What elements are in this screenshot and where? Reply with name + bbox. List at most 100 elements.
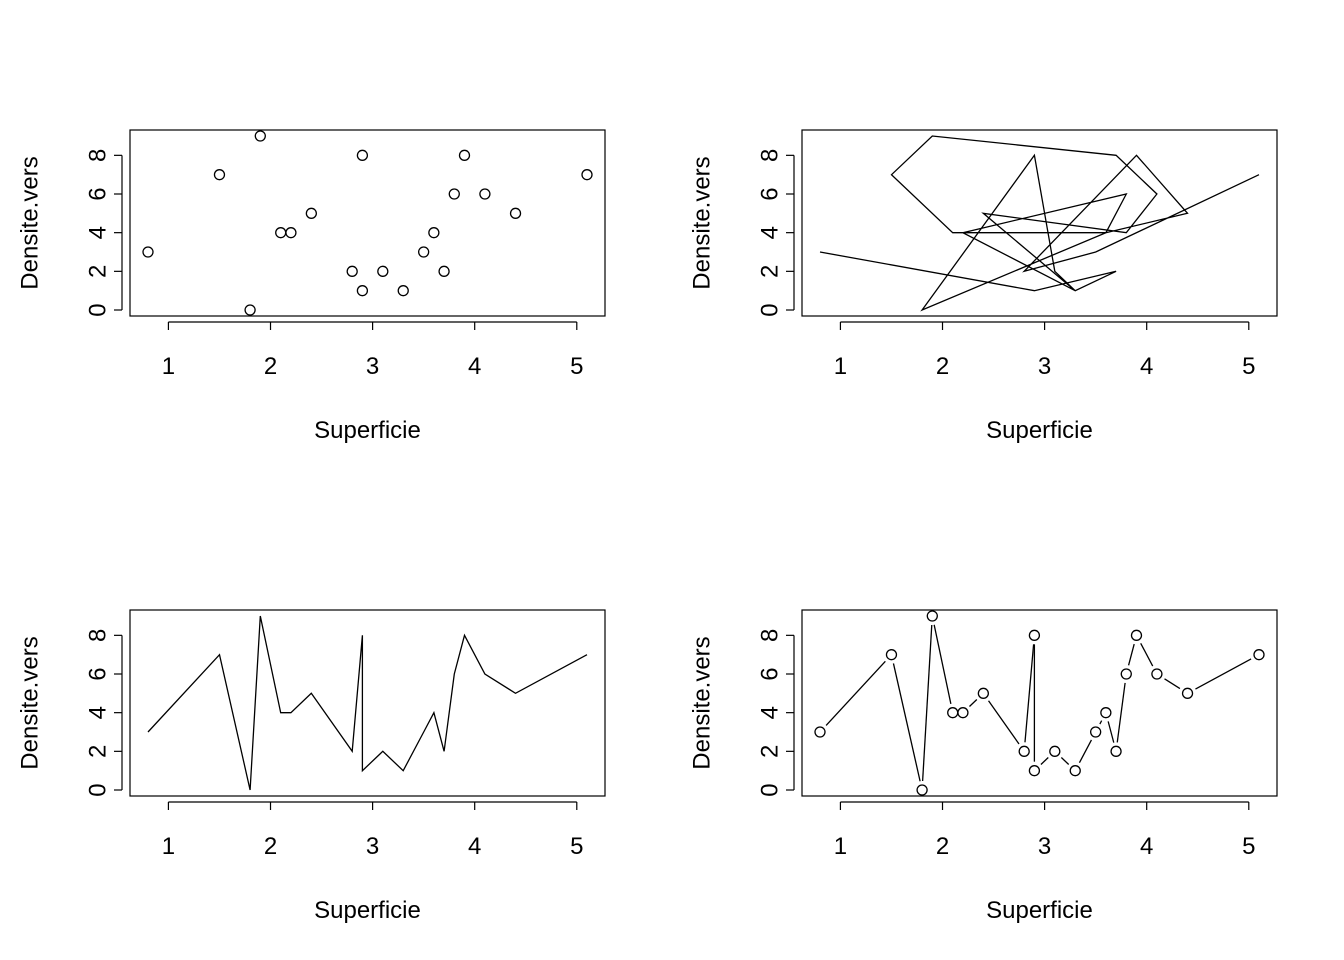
y-tick-label: 6 [85, 187, 112, 200]
series-line [819, 135, 1260, 312]
y-tick-label: 2 [85, 265, 112, 278]
y-tick-label: 0 [757, 303, 784, 316]
data-point [1181, 687, 1194, 699]
x-tick-label: 1 [834, 833, 847, 860]
data-point [428, 227, 440, 239]
y-tick-label: 2 [757, 745, 784, 758]
data-point [356, 149, 369, 161]
x-tick-label: 3 [366, 353, 379, 380]
y-tick-label: 8 [85, 149, 112, 162]
series-segment [1040, 757, 1049, 765]
series-segment [892, 663, 921, 782]
data-point [275, 227, 287, 239]
y-axis-label: Densite.vers [689, 636, 716, 769]
y-tick-label: 6 [757, 187, 784, 200]
x-axis-label: Superficie [986, 897, 1093, 924]
series-segment [1099, 720, 1103, 725]
x-tick-label: 1 [162, 353, 175, 380]
chart-panel-2: 1 2 3 4 5 0 2 4 6 8 Superficie Densite.vers [689, 129, 1278, 444]
data-point [458, 149, 471, 161]
data-point [1049, 745, 1061, 757]
y-tick-label: 4 [757, 226, 784, 239]
x-tick-label: 3 [366, 833, 379, 860]
data-point [377, 265, 389, 277]
data-point [244, 304, 256, 316]
y-tick-label: 4 [757, 706, 784, 719]
data-point [397, 285, 409, 297]
data-point [926, 610, 938, 622]
x-axis-label: Superficie [986, 417, 1093, 444]
x-tick-label: 4 [1140, 833, 1153, 860]
y-tick-label: 8 [757, 149, 784, 162]
x-tick-label: 2 [264, 833, 277, 860]
series-segment [1140, 642, 1154, 667]
data-point [305, 207, 317, 219]
data-point [1069, 765, 1081, 777]
data-point [1151, 668, 1163, 680]
y-tick-label: 8 [757, 629, 784, 642]
series-segment [1195, 658, 1252, 690]
plot-frame [129, 129, 606, 317]
series-segment [1116, 682, 1126, 743]
data-point [581, 169, 593, 181]
series-segment [1127, 643, 1135, 666]
plot-frame [801, 609, 1278, 797]
x-tick-label: 4 [468, 353, 481, 380]
series-line [147, 615, 588, 791]
data-point [346, 265, 358, 277]
data-point [448, 188, 460, 200]
chart-panel-4: 1 2 3 4 5 0 2 4 6 8 Superficie Densite.vers [689, 609, 1278, 924]
y-tick-label: 8 [85, 629, 112, 642]
y-tick-label: 0 [85, 783, 112, 796]
x-tick-label: 5 [1242, 833, 1255, 860]
y-axis-label: Densite.vers [17, 636, 44, 769]
data-point [356, 285, 369, 297]
data-point [418, 246, 430, 258]
x-tick-label: 3 [1038, 353, 1051, 380]
data-point [885, 649, 898, 661]
series-segment [1024, 644, 1035, 743]
x-tick-label: 2 [936, 833, 949, 860]
x-tick-label: 5 [570, 353, 583, 380]
data-point [479, 188, 491, 200]
data-point [957, 707, 969, 719]
series-segment [1164, 678, 1181, 690]
x-tick-label: 5 [1242, 353, 1255, 380]
data-point [142, 246, 154, 258]
y-tick-label: 4 [85, 706, 112, 719]
data-point [438, 265, 450, 277]
chart-panel-1: 1 2 3 4 5 0 2 4 6 8 Superficie Densite.vers [17, 129, 606, 444]
y-tick-label: 4 [85, 226, 112, 239]
plot-frame [129, 609, 606, 797]
data-point [1028, 629, 1041, 641]
x-tick-label: 1 [834, 353, 847, 380]
x-tick-label: 1 [162, 833, 175, 860]
series-segment [987, 700, 1020, 745]
data-point [1100, 707, 1112, 719]
data-point [1028, 765, 1041, 777]
data-point [916, 784, 928, 796]
x-tick-label: 5 [570, 833, 583, 860]
data-point [1253, 649, 1265, 661]
series-segment [921, 624, 933, 782]
y-tick-label: 0 [85, 303, 112, 316]
data-point [814, 726, 826, 738]
data-point [1130, 629, 1143, 641]
x-axis-label: Superficie [314, 897, 421, 924]
x-tick-label: 4 [1140, 353, 1153, 380]
data-point [1110, 745, 1122, 757]
series-segment [969, 699, 978, 707]
data-point [1018, 745, 1030, 757]
y-axis-label: Densite.vers [17, 156, 44, 289]
data-point [285, 227, 297, 239]
chart-panel-3: 1 2 3 4 5 0 2 4 6 8 Superficie Densite.vers [17, 609, 606, 924]
series-segment [1060, 757, 1070, 765]
x-axis-label: Superficie [314, 417, 421, 444]
x-tick-label: 2 [936, 353, 949, 380]
x-tick-label: 4 [468, 833, 481, 860]
y-tick-label: 6 [85, 667, 112, 680]
y-axis-label: Densite.vers [689, 156, 716, 289]
data-point [213, 169, 226, 181]
data-point [254, 130, 266, 142]
